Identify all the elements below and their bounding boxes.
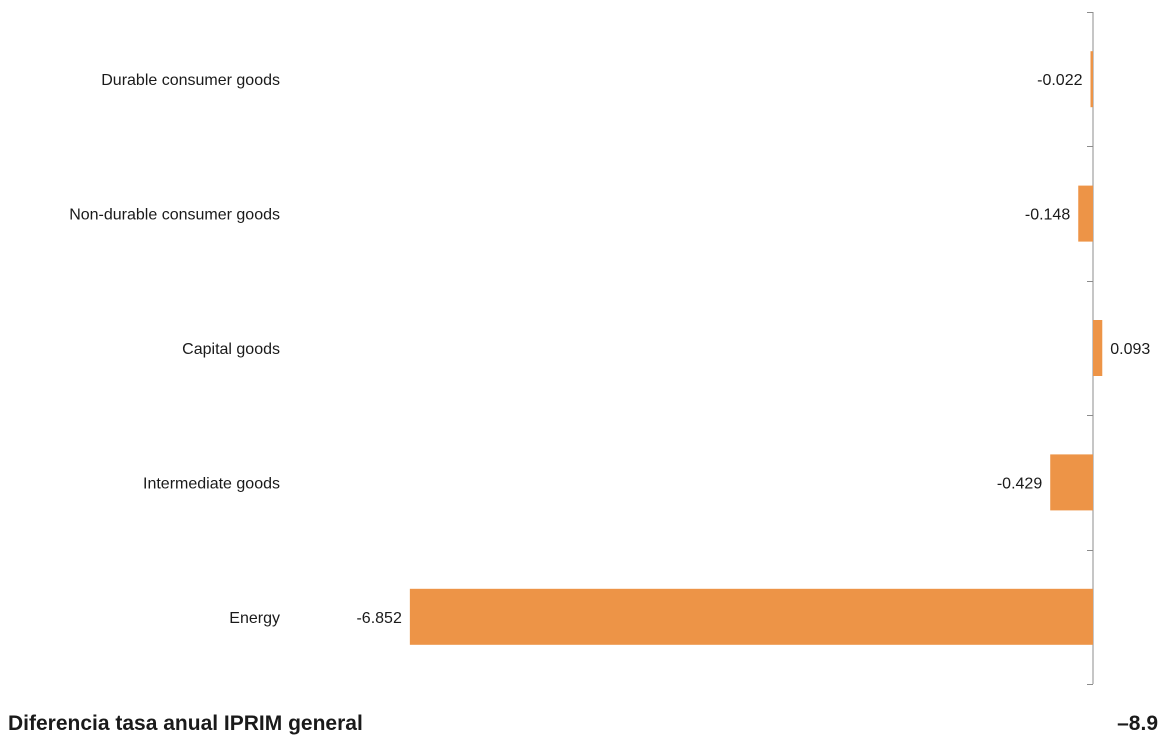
data-label: -0.148 <box>1025 207 1070 224</box>
category-label: Durable consumer goods <box>101 72 280 89</box>
bar <box>1050 454 1093 511</box>
category-label: Intermediate goods <box>143 475 280 492</box>
bar-chart: Durable consumer goods -0.022 Non-durable … <box>69 12 1150 685</box>
bar <box>409 588 1093 645</box>
chart-labels: Durable consumer goods -0.022 Non-durable … <box>69 72 1150 627</box>
data-label: -0.429 <box>997 475 1042 492</box>
chart-bars <box>409 51 1103 645</box>
category-label: Capital goods <box>182 341 280 358</box>
category-label: Non-durable consumer goods <box>69 207 280 224</box>
summary-value: –8.9 <box>1117 712 1158 735</box>
chart-axis <box>1087 12 1094 685</box>
bar <box>1093 320 1103 376</box>
bar <box>1078 185 1093 242</box>
category-label: Energy <box>229 610 280 627</box>
summary-label: Diferencia tasa anual IPRIM general <box>8 712 363 735</box>
data-label: -0.022 <box>1037 72 1082 89</box>
data-label: -6.852 <box>356 610 401 627</box>
data-label: 0.093 <box>1110 341 1150 358</box>
bar <box>1090 51 1093 108</box>
summary-row: Diferencia tasa anual IPRIM general –8.9 <box>8 712 1158 738</box>
